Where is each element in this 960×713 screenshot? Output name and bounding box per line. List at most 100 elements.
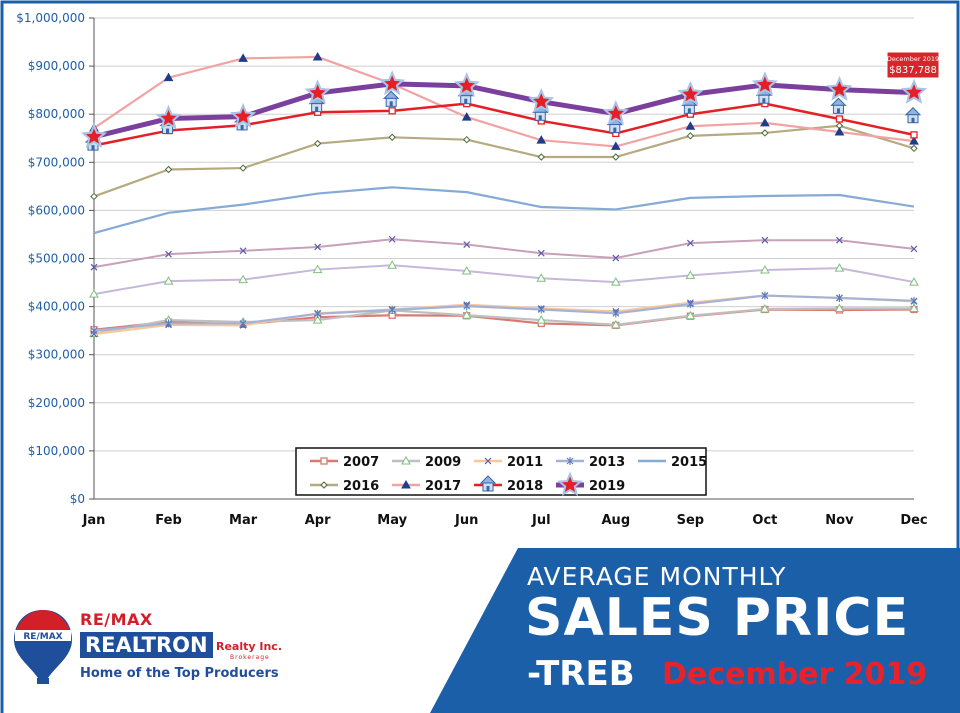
series-point-2013-shape [314, 309, 322, 318]
series-point-2013-shape [537, 305, 545, 314]
series-point-2017-shape [536, 135, 547, 144]
series-point-2017-shape [461, 112, 472, 121]
series-point-2017-shape [610, 141, 621, 150]
house-marker-door [538, 115, 542, 121]
extra-series-point-shape [610, 277, 621, 286]
callout-line2: $837,788 [889, 65, 937, 76]
series-point-2013-shape [836, 293, 843, 302]
series-point-2009 [312, 315, 323, 324]
series-point-2017 [834, 126, 845, 136]
series-point-2016-shape [388, 133, 396, 141]
extra-series-point [612, 254, 620, 262]
series-point-2017 [610, 141, 621, 150]
extra-series-point-shape [910, 245, 918, 253]
legend-item-2009: 2009 [392, 455, 461, 470]
legend-label: 2018 [507, 479, 543, 494]
x-tick-label: Jun [454, 513, 478, 528]
series-point-2013 [239, 319, 247, 328]
series-point-2018-shape [910, 131, 918, 139]
series-point-2009-shape [834, 303, 845, 313]
series-point-2019-star [453, 72, 480, 97]
extra-series-point [834, 263, 845, 272]
series-point-2013 [165, 319, 172, 328]
series-point-2013 [388, 305, 396, 314]
series-line-2013 [93, 294, 915, 332]
x-tick-label: Apr [305, 513, 331, 528]
y-tick-label: $200,000 [28, 396, 85, 410]
extra-series-point [909, 277, 919, 286]
x-tick-label: Nov [825, 513, 854, 528]
y-tick-label: $800,000 [28, 107, 85, 121]
series-point-2013-shape [686, 300, 694, 309]
house-marker-door [464, 98, 468, 104]
series-point-2017 [909, 136, 919, 145]
series-point-2016-shape [537, 153, 545, 161]
legend-label: 2007 [343, 455, 379, 470]
series-line-2017 [93, 55, 915, 148]
banner-line-average-monthly: AVERAGE MONTHLY [527, 562, 787, 591]
series-point-2016-shape [164, 165, 173, 174]
series-point-2019-star [155, 104, 182, 130]
remax-wordmark: RE/MAX [80, 610, 153, 629]
series-point-2017 [760, 117, 770, 127]
legend-marker-shape [484, 457, 492, 465]
series-point-2013-shape [463, 302, 471, 311]
y-tick-label: $0 [70, 492, 85, 506]
series-point-2019-star [528, 88, 555, 113]
series-point-2017-shape [760, 117, 770, 127]
legend-marker-shape [566, 457, 574, 465]
house-marker-door [687, 108, 691, 114]
balloon-label: RE/MAX [23, 632, 62, 642]
legend-label: 2011 [507, 455, 543, 470]
series-point-2013-shape [388, 305, 396, 314]
series-point-2009-shape [909, 303, 919, 313]
series-point-2019-star [379, 70, 406, 95]
extra-series-point [387, 260, 398, 269]
series-point-2009-shape [312, 315, 323, 324]
extra-series-line [93, 238, 915, 269]
house-marker-door [762, 98, 766, 104]
legend-label: 2017 [425, 479, 461, 494]
series-point-2018-shape [388, 107, 396, 115]
extra-series-point [90, 263, 98, 271]
series-point-2016 [164, 165, 173, 174]
house-marker-roof [904, 107, 922, 116]
extra-series-point-shape [163, 276, 174, 285]
series-point-2016 [239, 164, 247, 172]
legend-item-2016: 2016 [310, 479, 379, 494]
series-point-2013 [910, 296, 918, 305]
series-point-2016 [761, 129, 769, 137]
series-point-2016 [90, 192, 98, 201]
x-tick-label: Jul [531, 513, 551, 528]
banner-background [430, 548, 960, 713]
x-tick-label: Jan [82, 513, 106, 528]
y-tick-label: $600,000 [28, 203, 85, 217]
extra-series-point-shape [537, 249, 545, 257]
series-point-2016-shape [686, 132, 695, 140]
extra-series-point-shape [90, 263, 98, 271]
y-tick-label: $100,000 [28, 444, 85, 458]
series-point-2009 [685, 310, 696, 320]
series-point-2016-shape [90, 192, 98, 201]
extra-series-point-shape [834, 263, 845, 272]
series-point-2009-shape [685, 310, 696, 320]
extra-series-point [610, 277, 621, 286]
series-point-2019-star-shape [155, 104, 182, 130]
extra-series-line [93, 264, 915, 296]
legend-item-2007: 2007 [310, 455, 379, 470]
series-point-2013-shape [612, 309, 620, 318]
series-point-2013 [612, 309, 620, 318]
series-point-2013-shape [910, 296, 918, 305]
legend-label: 2009 [425, 455, 461, 470]
series-point-2019-star-shape [826, 76, 853, 101]
legend-marker [320, 457, 328, 465]
series-point-2013 [686, 300, 694, 309]
legend-marker-shape [557, 471, 583, 496]
series-point-2013 [836, 293, 843, 302]
series-point-2009-shape [610, 319, 621, 329]
extra-series-point [314, 243, 322, 251]
legend-house-icon-door [486, 486, 490, 491]
series-point-2018-shape [835, 115, 844, 123]
series-point-2016 [313, 139, 322, 148]
